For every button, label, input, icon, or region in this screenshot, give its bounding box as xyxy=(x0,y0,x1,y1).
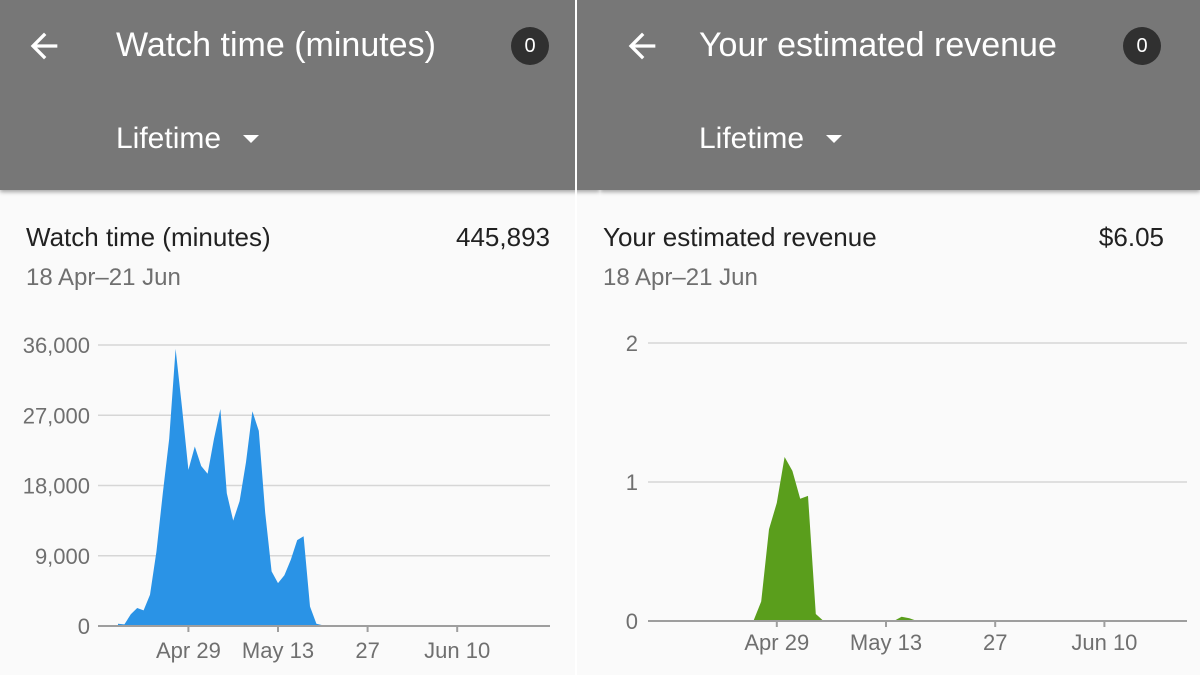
x-tick-label: Apr 29 xyxy=(156,638,221,663)
card-title: Watch time (minutes) xyxy=(26,222,271,252)
app-bar: Watch time (minutes) 0 Lifetime xyxy=(0,0,600,190)
y-tick-label: 36,000 xyxy=(23,333,90,358)
x-tick-label: 27 xyxy=(983,630,1007,655)
y-tick-label: 0 xyxy=(626,609,638,634)
period-dropdown-label: Lifetime xyxy=(116,122,222,155)
notification-count-badge[interactable]: 0 xyxy=(1123,27,1161,65)
watch-time-chart: 36,000 27,000 18,000 9,000 0 Apr 29 May 13 27 Ju… xyxy=(23,333,550,663)
period-dropdown[interactable]: Lifetime xyxy=(699,122,843,156)
watch-time-screen: Watch time (minutes) 0 Lifetime Watch ti… xyxy=(0,0,600,663)
card-total-value: 445,893 xyxy=(456,222,550,252)
x-tick-label: Jun 10 xyxy=(424,638,490,663)
y-tick-label: 0 xyxy=(78,614,90,639)
panel-divider xyxy=(575,0,577,675)
card-total-value: $6.05 xyxy=(1098,222,1164,252)
period-dropdown[interactable]: Lifetime xyxy=(116,122,260,156)
y-tick-label: 1 xyxy=(626,470,638,495)
notification-count-badge[interactable]: 0 xyxy=(511,27,549,65)
x-tick-label: May 13 xyxy=(242,638,314,663)
x-tick-label: Apr 29 xyxy=(744,630,809,655)
y-tick-label: 27,000 xyxy=(23,403,90,428)
y-tick-label: 2 xyxy=(626,331,638,356)
estimated-revenue-chart: 2 1 0 Apr 29 May 13 27 Jun 10 xyxy=(626,331,1191,655)
card-date-range: 18 Apr–21 Jun xyxy=(26,264,181,291)
dropdown-caret-icon xyxy=(826,135,843,143)
back-arrow-icon[interactable] xyxy=(24,26,64,66)
app-bar: Your estimated revenue 0 Lifetime xyxy=(600,0,1200,190)
series-area xyxy=(691,457,1191,621)
series-area xyxy=(118,348,528,626)
y-tick-label: 9,000 xyxy=(35,544,90,569)
estimated-revenue-screen: Your estimated revenue 0 Lifetime Your e… xyxy=(600,0,1200,675)
x-tick-label: 27 xyxy=(355,638,379,663)
back-arrow-icon[interactable] xyxy=(622,26,662,66)
y-tick-label: 18,000 xyxy=(23,474,90,499)
x-tick-label: May 13 xyxy=(850,630,922,655)
dropdown-caret-icon xyxy=(243,135,260,143)
page-title: Watch time (minutes) xyxy=(116,26,436,64)
page-title: Your estimated revenue xyxy=(699,26,1057,64)
x-tick-label: Jun 10 xyxy=(1071,630,1137,655)
card-date-range: 18 Apr–21 Jun xyxy=(603,264,758,291)
period-dropdown-label: Lifetime xyxy=(699,122,805,155)
card-title: Your estimated revenue xyxy=(603,222,877,252)
